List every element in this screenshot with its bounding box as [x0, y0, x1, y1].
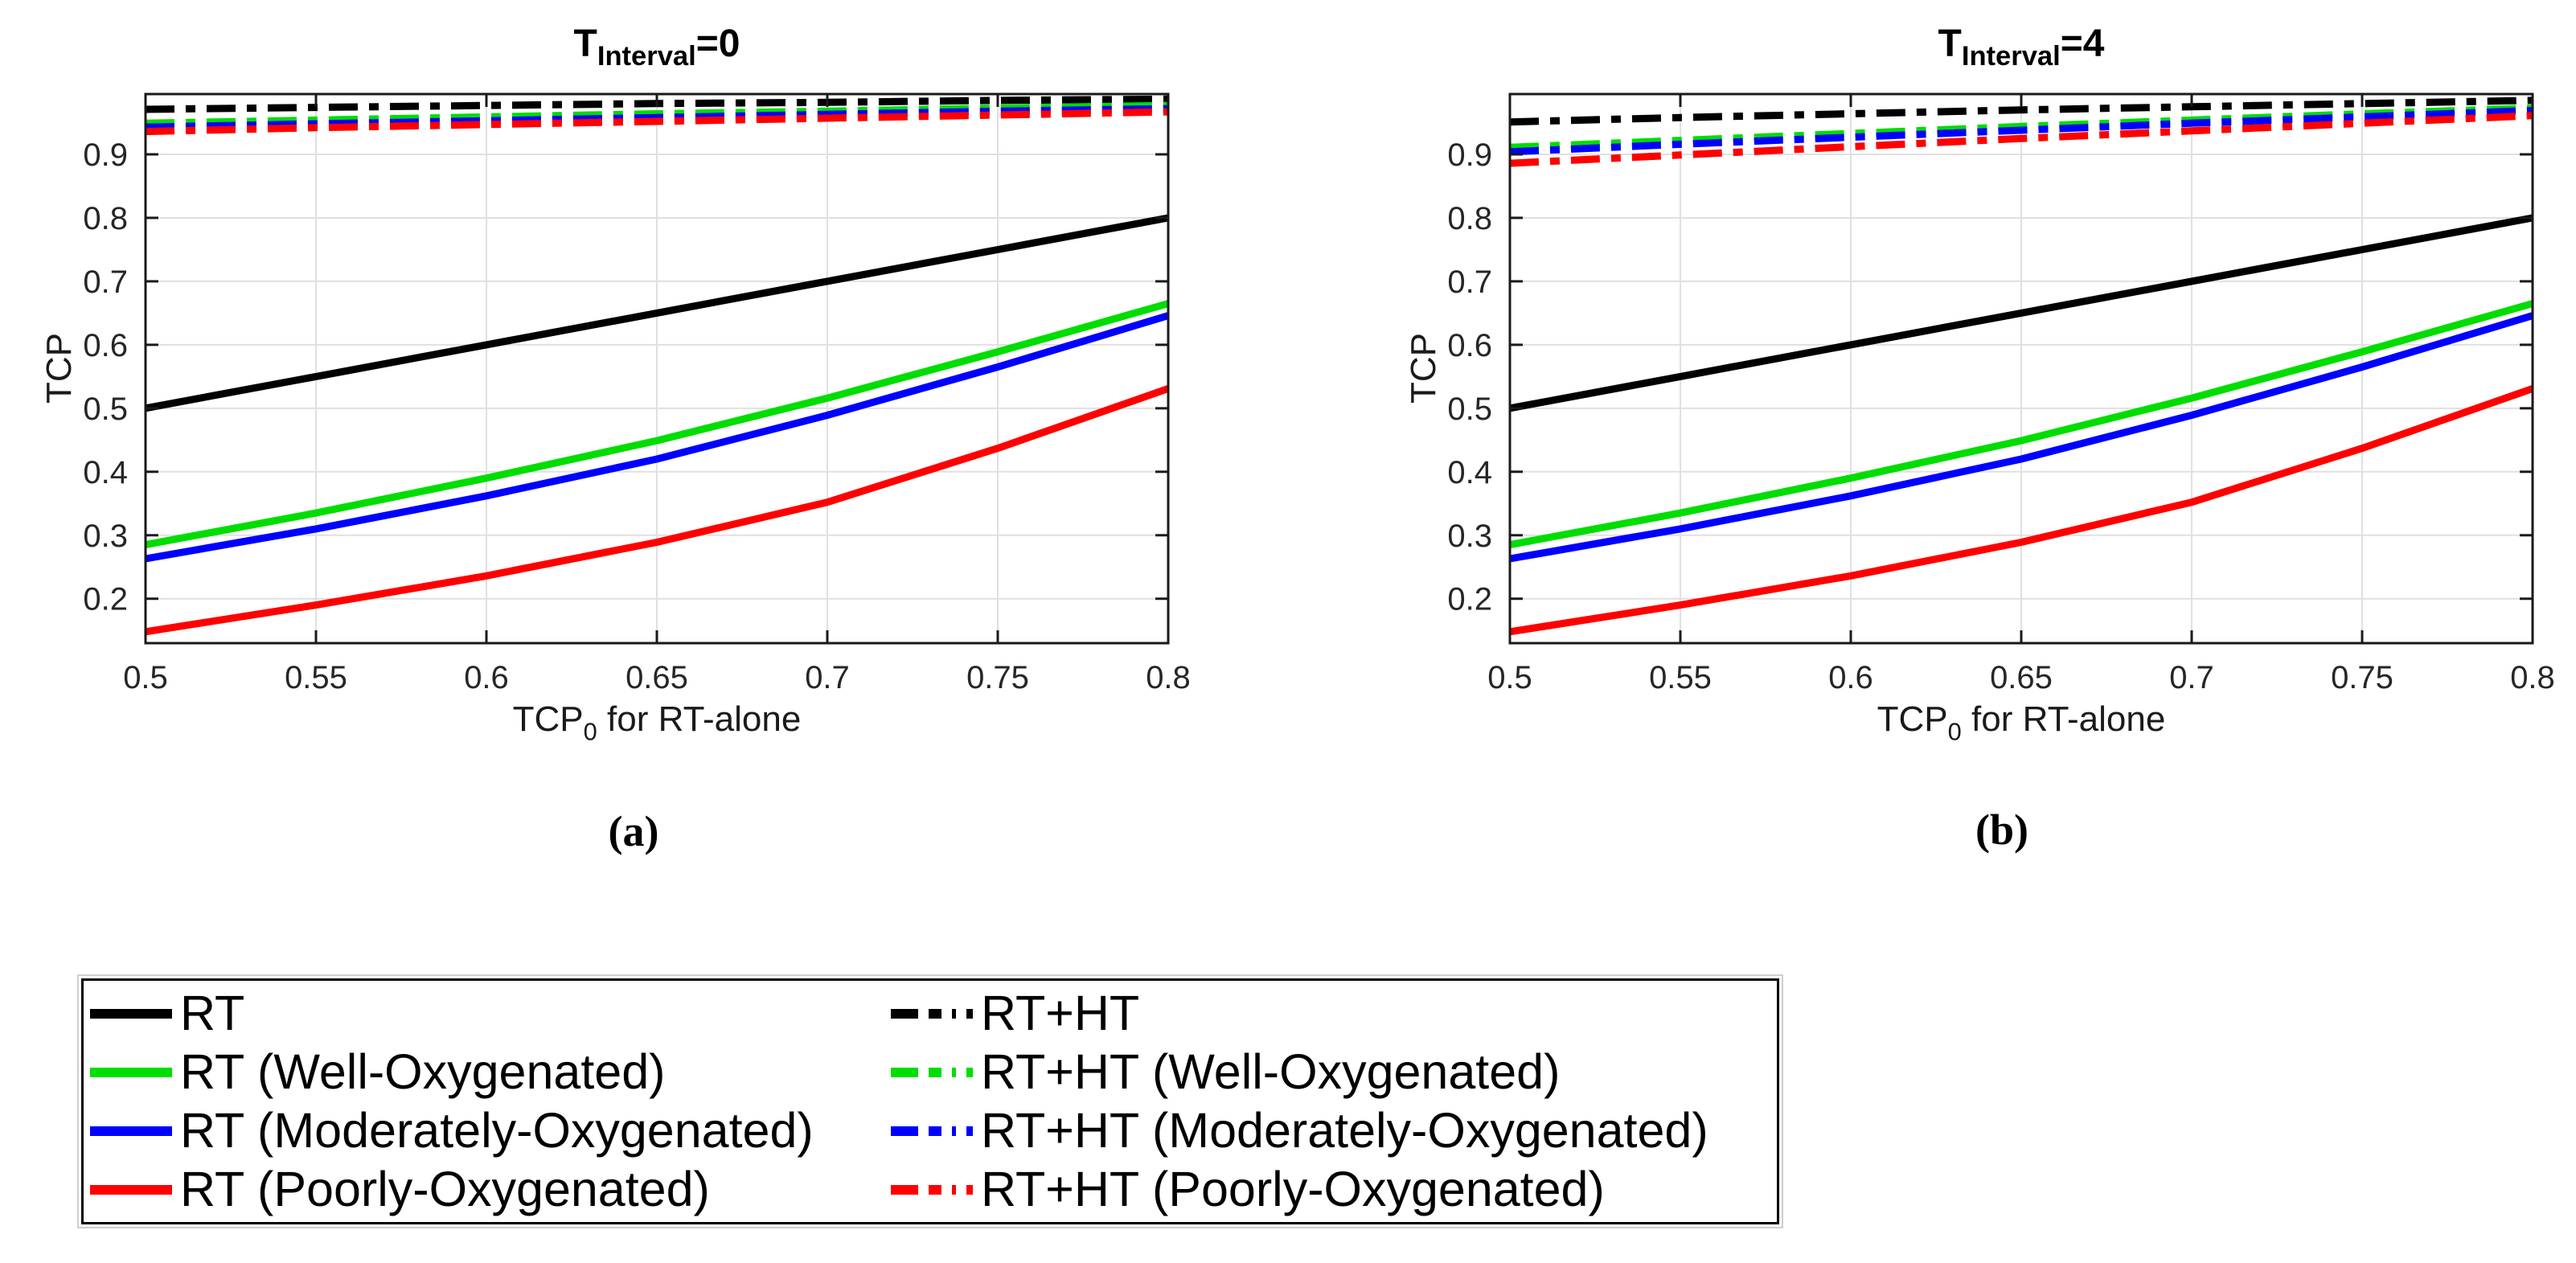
legend-line-sample — [90, 1184, 172, 1195]
y-tick-label: 0.9 — [1447, 137, 1492, 173]
legend-box: RT RT (Well-Oxygenated) RT (Moderately-Oxy… — [77, 974, 1783, 1228]
series-solid-blue — [1509, 312, 2534, 563]
legend-label: RT — [180, 986, 245, 1040]
subfigure-b-caption: (b) — [1975, 806, 2028, 854]
series-dashdot-red — [1509, 112, 2533, 167]
plot-b-title-eq: =4 — [2060, 23, 2105, 65]
legend-line-sample — [891, 1126, 973, 1136]
series-dashdot-blue — [145, 105, 1169, 131]
series-solid-green — [1509, 300, 2534, 549]
x-tick-label: 0.7 — [2169, 660, 2214, 695]
y-tick-label: 0.9 — [83, 137, 128, 173]
series-solid-blue — [145, 312, 1170, 563]
plot-a-title: TInterval=0 — [146, 21, 1168, 72]
series-dashdot-green — [1509, 104, 2533, 151]
y-tick-label: 0.4 — [1447, 455, 1492, 490]
plot-a-title-eq: =0 — [695, 23, 740, 65]
legend-item: RT — [88, 984, 814, 1043]
y-tick-label: 0.5 — [1447, 392, 1492, 427]
plot-a-xlabel-main: TCP — [512, 699, 584, 739]
y-tick-label: 0.7 — [1447, 264, 1492, 300]
legend-label: RT (Poorly-Oxygenated) — [180, 1162, 710, 1216]
plot-b-title: TInterval=4 — [1510, 21, 2533, 72]
legend-line-sample — [891, 1184, 973, 1195]
x-tick-label: 0.6 — [1828, 660, 1873, 695]
series-dashdot-green — [145, 101, 1169, 127]
plot-a-title-main: T — [573, 23, 597, 65]
plot-a-ylabel: TCP — [39, 333, 79, 404]
legend-line-sample — [891, 1067, 973, 1077]
y-tick-label: 0.6 — [83, 328, 128, 363]
plot-a: 0.5 0.55 0.6 0.65 0.7 0.75 0.8 0.2 0.3 0.4 0.5 0.6 0… — [83, 92, 1191, 695]
legend-label: RT+HT (Poorly-Oxygenated) — [981, 1162, 1605, 1216]
plot-a-title-subscript: Interval — [597, 41, 696, 72]
x-tick-label: 0.6 — [464, 660, 509, 695]
legend-item: RT (Well-Oxygenated) — [88, 1043, 814, 1101]
legend-line-sample — [90, 1126, 172, 1136]
series-solid-red — [1509, 385, 2534, 636]
x-tick-label: 0.5 — [1487, 660, 1532, 695]
legend-item: RT+HT — [889, 984, 1708, 1043]
legend-label: RT+HT (Moderately-Oxygenated) — [981, 1103, 1708, 1158]
legend-line-sample — [90, 1008, 172, 1019]
x-tick-label: 0.8 — [1146, 660, 1191, 695]
legend-line-sample — [90, 1067, 172, 1077]
series-dashdot-red — [145, 108, 1169, 136]
y-tick-label: 0.5 — [83, 392, 128, 427]
series-dashdot-blue — [1509, 107, 2533, 156]
legend-label: RT+HT (Well-Oxygenated) — [981, 1044, 1561, 1099]
legend-column-1: RT RT (Well-Oxygenated) RT (Moderately-Oxy… — [88, 984, 814, 1219]
y-tick-label: 0.2 — [83, 582, 128, 617]
series-solid-black — [145, 214, 1169, 412]
y-tick-label: 0.8 — [83, 201, 128, 236]
series-solid-black — [1509, 214, 2533, 412]
plot-b-title-main: T — [1938, 23, 1962, 65]
legend-line-sample — [891, 1008, 973, 1019]
plot-b-xlabel-main: TCP — [1877, 699, 1948, 739]
y-tick-label: 0.2 — [1447, 582, 1492, 617]
y-tick-label: 0.3 — [83, 519, 128, 554]
plot-b-title-subscript: Interval — [1961, 41, 2061, 72]
y-tick-label: 0.8 — [1447, 201, 1492, 236]
y-tick-label: 0.3 — [1447, 519, 1492, 554]
x-tick-label: 0.55 — [285, 660, 347, 695]
plot-b: 0.5 0.55 0.6 0.65 0.7 0.75 0.8 0.2 0.3 0.4 0.5 0.6 0… — [1447, 92, 2555, 695]
legend-label: RT (Moderately-Oxygenated) — [180, 1103, 814, 1158]
plot-b-xlabel-rest: for RT-alone — [1961, 699, 2166, 739]
x-tick-label: 0.75 — [2331, 660, 2393, 695]
legend-item: RT+HT (Moderately-Oxygenated) — [889, 1101, 1708, 1160]
legend-item: RT+HT (Poorly-Oxygenated) — [889, 1160, 1708, 1219]
legend-column-2: RT+HT RT+HT (Well-Oxygenated) RT+HT (Moder… — [889, 984, 1708, 1219]
legend-label: RT (Well-Oxygenated) — [180, 1044, 666, 1099]
x-tick-label: 0.65 — [626, 660, 688, 695]
x-tick-label: 0.75 — [966, 660, 1029, 695]
x-tick-label: 0.8 — [2510, 660, 2555, 695]
series-dashdot-black — [1509, 96, 2533, 126]
plot-b-ylabel: TCP — [1404, 333, 1443, 404]
x-tick-label: 0.55 — [1649, 660, 1712, 695]
legend-item: RT+HT (Well-Oxygenated) — [889, 1043, 1708, 1101]
plot-b-xlabel-subscript: 0 — [1947, 717, 1962, 746]
x-tick-label: 0.65 — [1990, 660, 2053, 695]
legend-item: RT (Poorly-Oxygenated) — [88, 1160, 814, 1219]
subfigure-a-caption: (a) — [608, 807, 659, 855]
series-solid-red — [145, 385, 1170, 636]
x-tick-label: 0.7 — [805, 660, 850, 695]
y-tick-label: 0.4 — [83, 455, 128, 490]
series-solid-green — [145, 300, 1170, 549]
legend-label: RT+HT — [981, 986, 1140, 1040]
legend-item: RT (Moderately-Oxygenated) — [88, 1101, 814, 1160]
plot-b-xlabel: TCP0 for RT-alone — [1510, 699, 2533, 746]
y-tick-label: 0.6 — [1447, 328, 1492, 363]
y-tick-label: 0.7 — [83, 264, 128, 300]
plot-a-xlabel-subscript: 0 — [583, 717, 597, 746]
x-tick-label: 0.5 — [123, 660, 168, 695]
plot-a-xlabel: TCP0 for RT-alone — [146, 699, 1168, 746]
plot-a-xlabel-rest: for RT-alone — [597, 699, 802, 739]
